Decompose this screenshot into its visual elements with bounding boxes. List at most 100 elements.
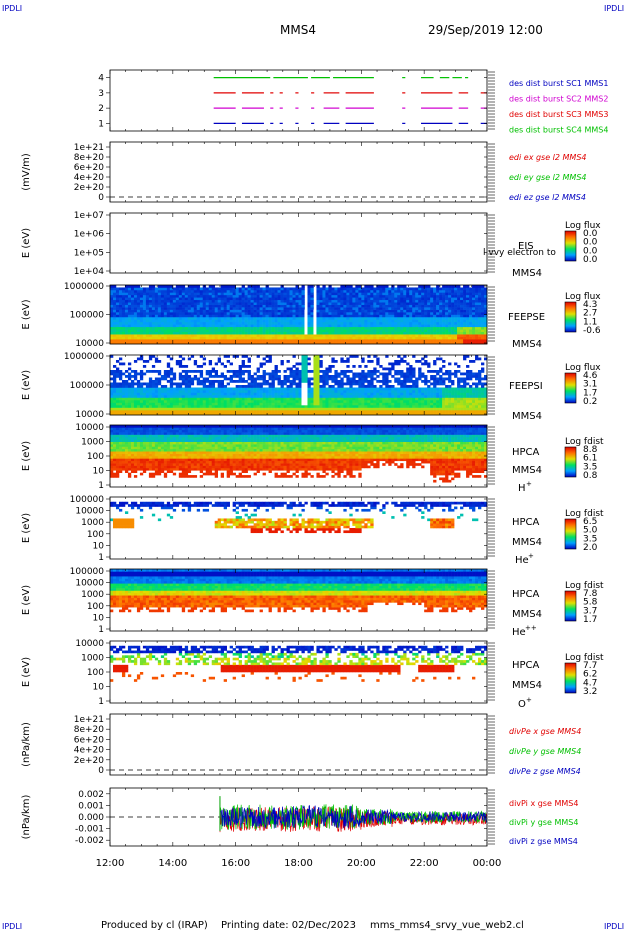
y-tick-label: 100000 xyxy=(70,311,105,321)
y-tick-label: 1e+05 xyxy=(74,248,104,258)
y-tick-label: 100000 xyxy=(70,381,105,391)
x-tick-label: 16:00 xyxy=(221,858,250,869)
spacecraft-title: MMS4 xyxy=(280,23,316,37)
y-tick-label: 4e+20 xyxy=(74,173,105,183)
y-tick-label: 0.000 xyxy=(78,813,104,823)
colorbar xyxy=(564,301,577,333)
y-tick-label: 0 xyxy=(98,193,104,203)
legend-entry: edi ez gse l2 MMS4 xyxy=(509,193,586,202)
y-axis-label: E (eV) xyxy=(21,585,32,615)
legend-entry: divPi x gse MMS4 xyxy=(509,799,578,808)
legend-entry: des dist burst SC2 MMS2 xyxy=(509,95,608,104)
y-tick-label: 8e+20 xyxy=(74,153,105,163)
colorbar-tick: 8.8 xyxy=(583,445,598,455)
colorbar-title: Log fdist xyxy=(565,509,604,519)
spacecraft-label: MMS4 xyxy=(512,680,542,691)
spacecraft-label: MMS4 xyxy=(512,465,542,476)
y-tick-label: 10000 xyxy=(75,410,104,420)
panel-frame-eis xyxy=(109,212,488,274)
colorbar-tick: 4.7 xyxy=(583,678,597,688)
divpi-series-line xyxy=(219,804,487,829)
y-tick-label: -0.002 xyxy=(75,836,104,846)
colorbar-tick: 0.0 xyxy=(583,229,598,239)
y-axis-label: (nPa/km) xyxy=(21,795,32,840)
colorbar-tick: 6.5 xyxy=(583,517,597,527)
y-tick-label: 1000000 xyxy=(64,352,104,362)
legend-entry: des dist burst SC3 MMS3 xyxy=(509,110,608,119)
species-label: O xyxy=(518,699,526,710)
colorbar-title: Log fdist xyxy=(565,437,604,447)
y-axis-label: (nPa/km) xyxy=(21,722,32,767)
panel-frame-burst xyxy=(109,69,488,132)
species-charge: + xyxy=(526,696,532,704)
colorbar-tick: 5.8 xyxy=(583,598,598,608)
colorbar-tick: 1.7 xyxy=(583,388,597,398)
y-tick-label: 100 xyxy=(87,668,104,678)
panel-frame-divpe xyxy=(109,713,488,776)
y-axis-label: (mV/m) xyxy=(21,153,32,191)
y-tick-label: 6e+20 xyxy=(74,735,105,745)
species-label: He xyxy=(515,555,529,566)
y-axis-label: E (eV) xyxy=(21,441,32,471)
y-axis-label: E (eV) xyxy=(21,657,32,687)
y-tick-label: 1e+21 xyxy=(74,715,104,725)
x-tick-label: 18:00 xyxy=(284,858,313,869)
species-charge: + xyxy=(528,552,534,560)
y-tick-label: 4e+20 xyxy=(74,746,105,756)
y-tick-label: 1000 xyxy=(81,518,104,528)
legend-entry: des dist burst SC4 MMS4 xyxy=(509,126,608,135)
y-tick-label: 1 xyxy=(98,119,104,129)
y-tick-label: 10000 xyxy=(75,579,104,589)
instrument-label: EIS xyxy=(518,241,534,252)
corner-tag-top-right: IPDLI xyxy=(604,4,625,13)
y-tick-label: 0.002 xyxy=(78,790,104,800)
y-tick-label: 1 xyxy=(98,697,104,707)
colorbar-tick: 2.0 xyxy=(583,543,598,553)
colorbar-tick: 4.6 xyxy=(583,371,598,381)
y-tick-label: 2 xyxy=(98,104,104,114)
y-tick-label: 1e+21 xyxy=(74,143,104,153)
corner-tag-bottom-left: IPDLI xyxy=(2,922,23,931)
spacecraft-label: MMS4 xyxy=(512,609,542,620)
corner-tag-top-left: IPDLI xyxy=(2,4,23,13)
y-tick-label: 2e+20 xyxy=(74,756,105,766)
colorbar-title: Log fdist xyxy=(565,581,604,591)
colorbar-tick: 0.0 xyxy=(583,255,598,265)
y-axis-label: E (eV) xyxy=(21,513,32,543)
colorbar-title: Log fdist xyxy=(565,653,604,663)
colorbar-tick: 0.2 xyxy=(583,397,597,407)
y-tick-label: 0.001 xyxy=(78,801,104,811)
legend-entry: edi ey gse l2 MMS4 xyxy=(509,173,587,182)
y-tick-label: 1e+07 xyxy=(74,211,104,221)
instrument-label: FEEPSI xyxy=(509,381,543,392)
colorbar-tick: 3.2 xyxy=(583,687,597,697)
species-charge: + xyxy=(526,480,532,488)
colorbar xyxy=(564,518,577,550)
y-tick-label: 10000 xyxy=(75,423,104,433)
legend-entry: divPe x gse MMS4 xyxy=(509,727,581,736)
colorbar-tick: 1.1 xyxy=(583,317,597,327)
legend-entry: divPi y gse MMS4 xyxy=(509,818,578,827)
y-tick-label: 1000 xyxy=(81,654,104,664)
colorbar xyxy=(564,372,577,404)
colorbar-tick: 3.1 xyxy=(583,380,597,390)
colorbar-title: Log flux xyxy=(565,221,601,231)
species-label: He xyxy=(512,627,526,638)
colorbar xyxy=(564,230,577,262)
y-tick-label: 10000 xyxy=(75,507,104,517)
y-tick-label: 10000 xyxy=(75,339,104,349)
y-tick-label: 100 xyxy=(87,602,104,612)
y-tick-label: -0.001 xyxy=(75,825,104,835)
footer-produced-by: Produced by cl (IRAP) xyxy=(101,920,208,931)
species-label: H xyxy=(518,483,526,494)
y-tick-label: 6e+20 xyxy=(74,163,105,173)
colorbar-title: Log flux xyxy=(565,363,601,373)
colorbar-tick: 3.7 xyxy=(583,606,597,616)
y-tick-label: 100000 xyxy=(70,495,105,505)
panel-frame-edi xyxy=(109,141,488,203)
colorbar-tick: 7.7 xyxy=(583,661,597,671)
y-tick-label: 8e+20 xyxy=(74,725,105,735)
y-tick-label: 10 xyxy=(93,683,105,693)
y-tick-label: 2e+20 xyxy=(74,183,105,193)
y-tick-label: 1 xyxy=(98,481,104,491)
